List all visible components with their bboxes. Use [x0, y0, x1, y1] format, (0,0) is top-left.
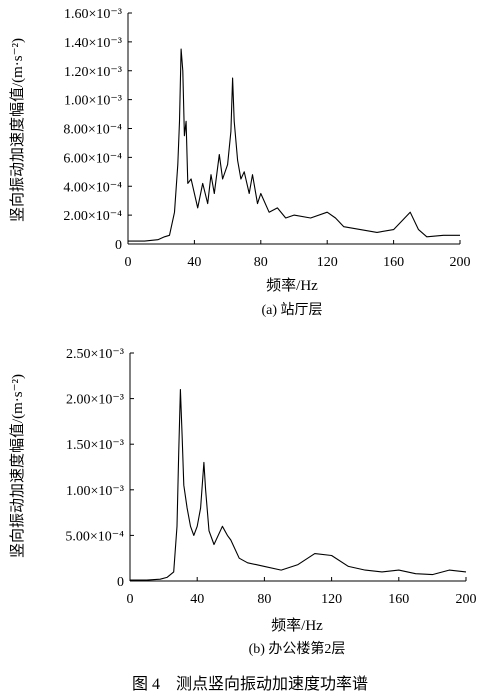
x-tick-label: 200 [450, 255, 471, 270]
x-tick-label: 40 [187, 255, 201, 270]
x-tick-label: 160 [388, 592, 409, 607]
spectrum-series [130, 388, 467, 581]
x-tick-label: 120 [317, 255, 338, 270]
y-tick-label: 1.60×10⁻³ [64, 7, 122, 22]
figure-caption: 图 4 测点竖向振动加速度功率谱 [132, 675, 368, 693]
x-axis-label: 频率/Hz [271, 617, 323, 634]
y-tick-label: 0 [115, 238, 122, 253]
y-tick-label: 4.00×10⁻⁴ [63, 180, 122, 195]
x-tick-label: 160 [383, 255, 404, 270]
y-tick-label: 2.50×10⁻³ [66, 347, 124, 362]
y-tick-label: 5.00×10⁻⁴ [65, 529, 124, 544]
x-tick-label: 80 [257, 592, 271, 607]
x-tick-label: 120 [321, 592, 342, 607]
chart-panel-a: 竖向振动加速度幅值/(m·s⁻²) 0 2.00×10⁻⁴ 4.00×10⁻⁴ 6.0… [9, 7, 471, 318]
y-tick-label: 0 [117, 575, 124, 590]
y-tick-label: 8.00×10⁻⁴ [63, 123, 122, 138]
x-tick-labels: 0 40 80 120 160 200 [125, 240, 471, 270]
y-tick-labels: 0 2.00×10⁻⁴ 4.00×10⁻⁴ 6.00×10⁻⁴ 8.00×10⁻⁴ 1.0… [63, 7, 132, 253]
spectrum-series [128, 48, 460, 242]
y-tick-label: 2.00×10⁻⁴ [63, 209, 122, 224]
axes [127, 13, 460, 245]
y-axis-label: 竖向振动加速度幅值/(m·s⁻²) [9, 38, 26, 222]
y-tick-label: 1.40×10⁻³ [64, 36, 122, 51]
x-tick-label: 40 [190, 592, 204, 607]
series-line [130, 388, 467, 581]
y-tick-label: 2.00×10⁻³ [66, 393, 124, 408]
y-tick-labels: 0 5.00×10⁻⁴ 1.00×10⁻³ 1.50×10⁻³ 2.00×10⁻³ 2.5… [65, 347, 134, 590]
y-axis-label: 竖向振动加速度幅值/(m·s⁻²) [9, 374, 26, 558]
y-tick-label: 1.00×10⁻³ [64, 94, 122, 109]
x-tick-label: 0 [127, 592, 134, 607]
x-tick-label: 0 [125, 255, 132, 270]
subplot-caption: (a) 站厅层 [261, 302, 322, 318]
series-line [128, 48, 460, 242]
y-tick-label: 6.00×10⁻⁴ [63, 151, 122, 166]
y-tick-label: 1.20×10⁻³ [64, 65, 122, 80]
chart-panel-b: 竖向振动加速度幅值/(m·s⁻²) 0 5.00×10⁻⁴ 1.00×10⁻³ 1.5… [9, 347, 477, 657]
y-tick-label: 1.00×10⁻³ [66, 484, 124, 499]
x-tick-label: 200 [456, 592, 477, 607]
axes [129, 353, 466, 582]
x-axis-label: 频率/Hz [266, 277, 318, 294]
x-tick-label: 80 [254, 255, 268, 270]
y-tick-label: 1.50×10⁻³ [66, 438, 124, 453]
x-tick-labels: 0 40 80 120 160 200 [127, 577, 477, 607]
subplot-caption: (b) 办公楼第2层 [249, 640, 346, 657]
